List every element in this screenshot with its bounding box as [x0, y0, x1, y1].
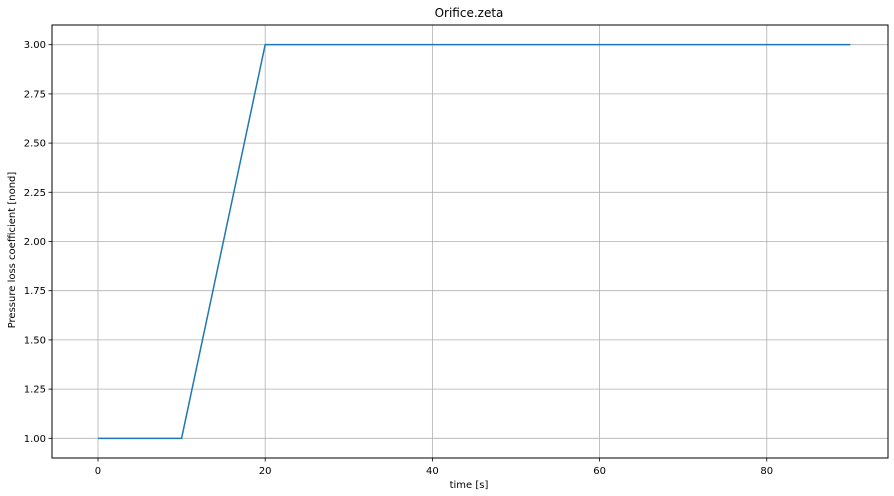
y-axis: 1.00 1.25 1.50 1.75 2.00 2.25 2.50 2.75 3.00 — [24, 40, 52, 445]
chart-title: Orifice.zeta — [435, 6, 504, 20]
y-tick-label: 1.00 — [24, 434, 46, 445]
y-tick-label: 3.00 — [24, 40, 46, 51]
y-tick-label: 2.50 — [24, 139, 46, 150]
y-tick-label: 1.25 — [24, 385, 46, 396]
y-tick-label: 2.00 — [24, 237, 46, 248]
series-line — [97, 43, 851, 440]
x-tick-label: 20 — [259, 466, 272, 477]
x-tick-label: 80 — [760, 466, 773, 477]
y-axis-label: Pressure loss coefficient [nond] — [7, 172, 18, 329]
y-tick-label: 1.50 — [24, 335, 46, 346]
x-axis-label: time [s] — [450, 480, 489, 491]
grid — [52, 25, 888, 458]
x-axis: 0 20 40 60 80 — [95, 458, 773, 477]
y-tick-label: 1.75 — [24, 286, 46, 297]
x-tick-label: 40 — [426, 466, 439, 477]
y-tick-label: 2.25 — [24, 188, 46, 199]
x-tick-label: 60 — [593, 466, 606, 477]
y-tick-label: 2.75 — [24, 89, 46, 100]
series-group — [97, 43, 851, 440]
x-tick-label: 0 — [95, 466, 101, 477]
